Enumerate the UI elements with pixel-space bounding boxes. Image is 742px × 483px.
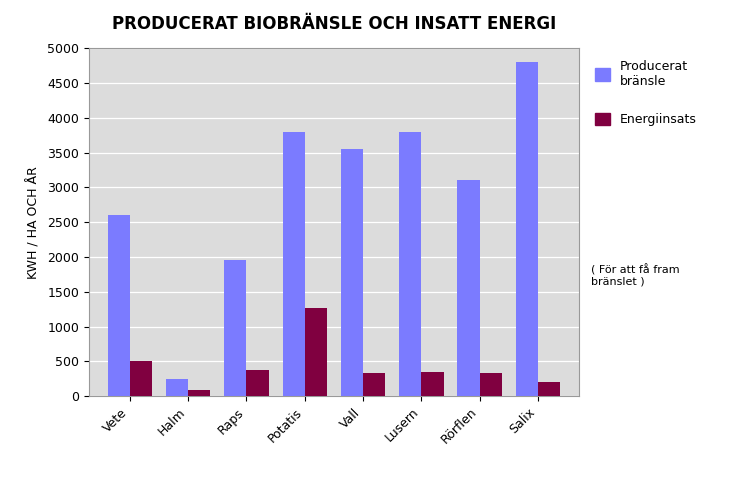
Bar [341,149,363,396]
Bar [188,390,210,396]
Bar [458,181,479,396]
Title: PRODUCERAT BIOBRÄNSLE OCH INSATT ENERGI: PRODUCERAT BIOBRÄNSLE OCH INSATT ENERGI [112,15,556,33]
Bar [283,132,305,396]
Bar [305,308,327,396]
Legend: Producerat
bränsle, Energiinsats: Producerat bränsle, Energiinsats [590,55,702,131]
Bar [166,379,188,396]
Bar [516,62,538,396]
Bar [421,372,444,396]
Bar [363,373,385,396]
Bar [108,215,130,396]
Bar [224,260,246,396]
Text: ( För att få fram
bränslet ): ( För att få fram bränslet ) [591,264,680,287]
Y-axis label: KWH / HA OCH ÅR: KWH / HA OCH ÅR [27,166,40,279]
Bar [399,132,421,396]
Bar [130,361,152,396]
Bar [479,373,502,396]
Bar [538,383,560,396]
Bar [246,369,269,396]
